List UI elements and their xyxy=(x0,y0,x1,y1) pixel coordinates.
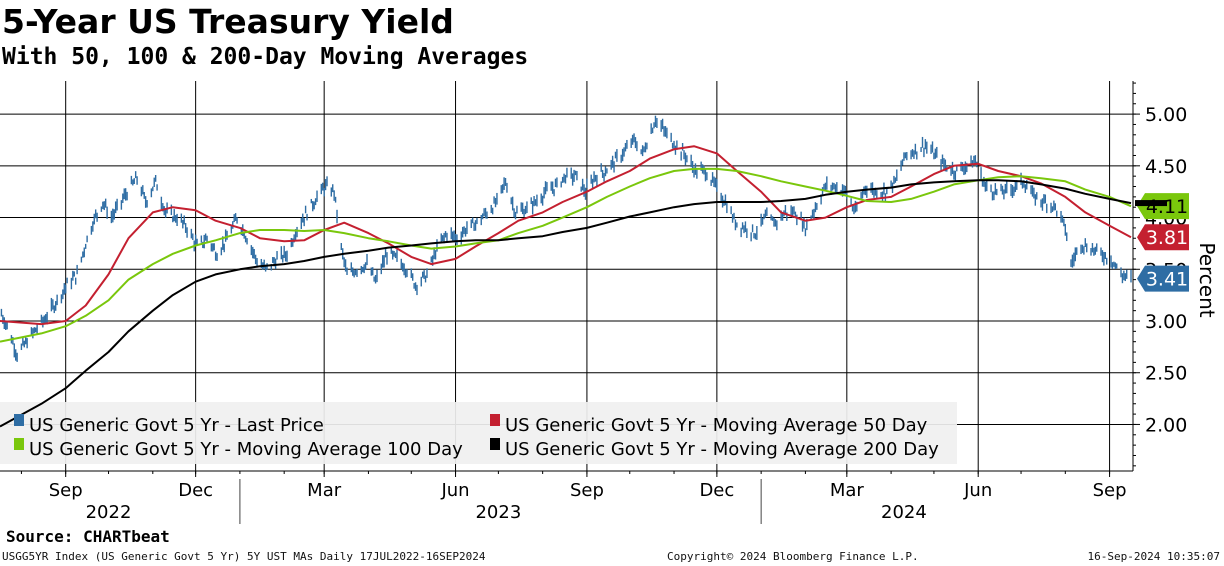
legend-label: US Generic Govt 5 Yr - Last Price xyxy=(29,415,324,436)
grid-layer xyxy=(0,81,1133,471)
series-group xyxy=(0,179,1132,428)
legend-label: US Generic Govt 5 Yr - Moving Average 10… xyxy=(29,439,463,460)
x-month-label: Dec xyxy=(178,480,213,501)
x-month-label: Jun xyxy=(963,480,992,501)
x-month-label: Dec xyxy=(699,480,734,501)
last-value-tag xyxy=(1137,224,1189,251)
y-tick-label: 2.50 xyxy=(1145,363,1187,385)
legend-swatch xyxy=(14,414,24,426)
legend-swatch xyxy=(14,438,24,450)
legend-label: US Generic Govt 5 Yr - Moving Average 20… xyxy=(505,439,939,460)
x-year-label: 2022 xyxy=(86,502,132,523)
legend-label: US Generic Govt 5 Yr - Moving Average 50… xyxy=(505,415,928,436)
x-month-label: Jun xyxy=(440,480,469,501)
footer-copyright: Copyright© 2024 Bloomberg Finance L.P. xyxy=(667,550,919,563)
last-value-label: 3.41 xyxy=(1146,269,1188,291)
footer-timestamp: 16-Sep-2024 10:35:07 xyxy=(1087,550,1220,563)
x-year-label: 2024 xyxy=(881,502,927,523)
series-group xyxy=(0,167,1132,343)
x-month-label: Mar xyxy=(307,480,342,501)
chart-subtitle: With 50, 100 & 200-Day Moving Averages xyxy=(2,44,529,70)
last-value-tag xyxy=(1135,200,1167,207)
series-group xyxy=(0,115,1132,362)
x-month-label: Mar xyxy=(830,480,865,501)
x-month-label: Sep xyxy=(570,480,604,501)
ma-line xyxy=(0,145,1132,326)
legend-background xyxy=(0,402,957,464)
x-month-label: Sep xyxy=(49,480,83,501)
legend-swatch xyxy=(490,414,500,426)
ma-line xyxy=(0,179,1132,428)
y-tick-label: 2.00 xyxy=(1145,414,1187,436)
legend: US Generic Govt 5 Yr - Last Price US Gene… xyxy=(14,414,939,460)
y-tick-label: 3.00 xyxy=(1145,311,1187,333)
x-year-label: 2023 xyxy=(475,502,521,523)
y-axis-title: Percent xyxy=(1195,242,1219,317)
source-note: Source: CHARTbeat xyxy=(6,527,170,546)
legend-swatch xyxy=(490,438,500,450)
footer-index-info: USGG5YR Index (US Generic Govt 5 Yr) 5Y … xyxy=(2,550,486,563)
last-value-label: 4.11 xyxy=(1146,196,1188,218)
x-month-label: Sep xyxy=(1093,480,1127,501)
series-layer xyxy=(0,115,1132,428)
last-value-tag xyxy=(1137,265,1189,292)
series-group xyxy=(0,145,1132,326)
chart-title: 5-Year US Treasury Yield xyxy=(2,2,454,41)
last-value-tag xyxy=(1137,193,1189,220)
last-value-label: 3.81 xyxy=(1146,227,1188,249)
y-tick-label: 5.00 xyxy=(1145,104,1187,126)
axis-layer: 5.004.504.003.503.002.502.00SepDecMarJun… xyxy=(0,81,1219,524)
y-tick-label: 4.50 xyxy=(1145,156,1187,178)
ma-line xyxy=(0,167,1132,343)
